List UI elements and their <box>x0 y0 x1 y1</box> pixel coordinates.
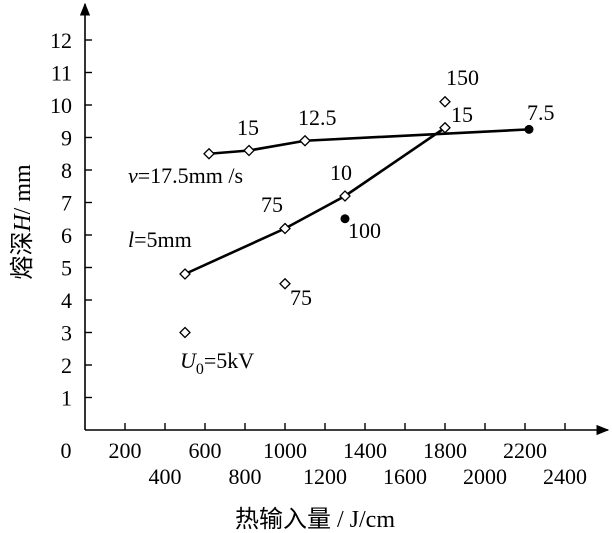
x-tick-label: 400 <box>149 464 182 489</box>
data-point-diamond <box>203 147 215 160</box>
data-point-diamond <box>439 121 451 134</box>
data-point-dot <box>340 214 350 224</box>
y-tick-label: 5 <box>61 256 72 281</box>
data-label-15-top: 15 <box>237 115 259 140</box>
x-tick-label: 1400 <box>343 438 387 463</box>
data-label-75-upper: 75 <box>261 192 283 217</box>
data-label-100: 100 <box>348 218 381 243</box>
data-point-diamond <box>439 95 451 108</box>
series-label-distance: l=5mm <box>128 227 192 252</box>
data-point-diamond <box>243 144 255 157</box>
axis-ticks <box>85 39 566 430</box>
data-markers <box>179 95 534 339</box>
y-tick-label: 11 <box>51 61 72 86</box>
x-tick-label: 2200 <box>503 438 547 463</box>
y-tick-label: 10 <box>50 93 72 118</box>
data-label-75-lower: 75 <box>290 285 312 310</box>
y-tick-label: 12 <box>50 28 72 53</box>
y-tick-label: 2 <box>61 353 72 378</box>
data-point-diamond <box>339 190 351 202</box>
data-point-diamond <box>279 277 291 290</box>
data-point-diamond <box>299 134 311 147</box>
x-tick-label: 1800 <box>423 438 467 463</box>
data-label-15-right: 15 <box>451 102 473 127</box>
x-tick-label: 200 <box>109 438 142 463</box>
series-lines <box>184 126 530 276</box>
y-tick-label: 7 <box>61 191 72 216</box>
annotation-voltage: U0=5kV <box>180 348 254 378</box>
data-point-dot <box>524 124 534 134</box>
data-label-150: 150 <box>446 65 479 90</box>
y-tick-label: 6 <box>61 223 72 248</box>
x-tick-label: 0 <box>61 438 72 463</box>
data-label-7-5: 7.5 <box>527 100 555 125</box>
data-point-diamond <box>179 326 191 339</box>
x-tick-label: 800 <box>229 464 262 489</box>
y-tick-label: 9 <box>61 126 72 151</box>
x-tick-label: 600 <box>189 438 222 463</box>
data-point-diamond <box>279 222 291 235</box>
series-line-0 <box>208 128 530 156</box>
series-label-velocity: v=17.5mm /s <box>128 163 243 188</box>
y-tick-label: 3 <box>61 321 72 346</box>
y-axis-title: 熔深H/ mm <box>9 164 36 280</box>
y-tick-label: 4 <box>61 288 72 313</box>
y-tick-label: 8 <box>61 158 72 183</box>
data-point-diamond <box>179 268 191 280</box>
series-line-1 <box>184 126 446 276</box>
data-label-12-5: 12.5 <box>298 105 337 130</box>
x-tick-label: 1200 <box>303 464 347 489</box>
x-axis-title: 热输入量 / J/cm <box>235 506 395 533</box>
x-tick-label: 2000 <box>463 464 507 489</box>
x-tick-label: 1600 <box>383 464 427 489</box>
x-tick-label: 1000 <box>263 438 307 463</box>
x-tick-label: 2400 <box>543 464 587 489</box>
y-tick-label: 1 <box>61 386 72 411</box>
data-label-10: 10 <box>330 160 352 185</box>
